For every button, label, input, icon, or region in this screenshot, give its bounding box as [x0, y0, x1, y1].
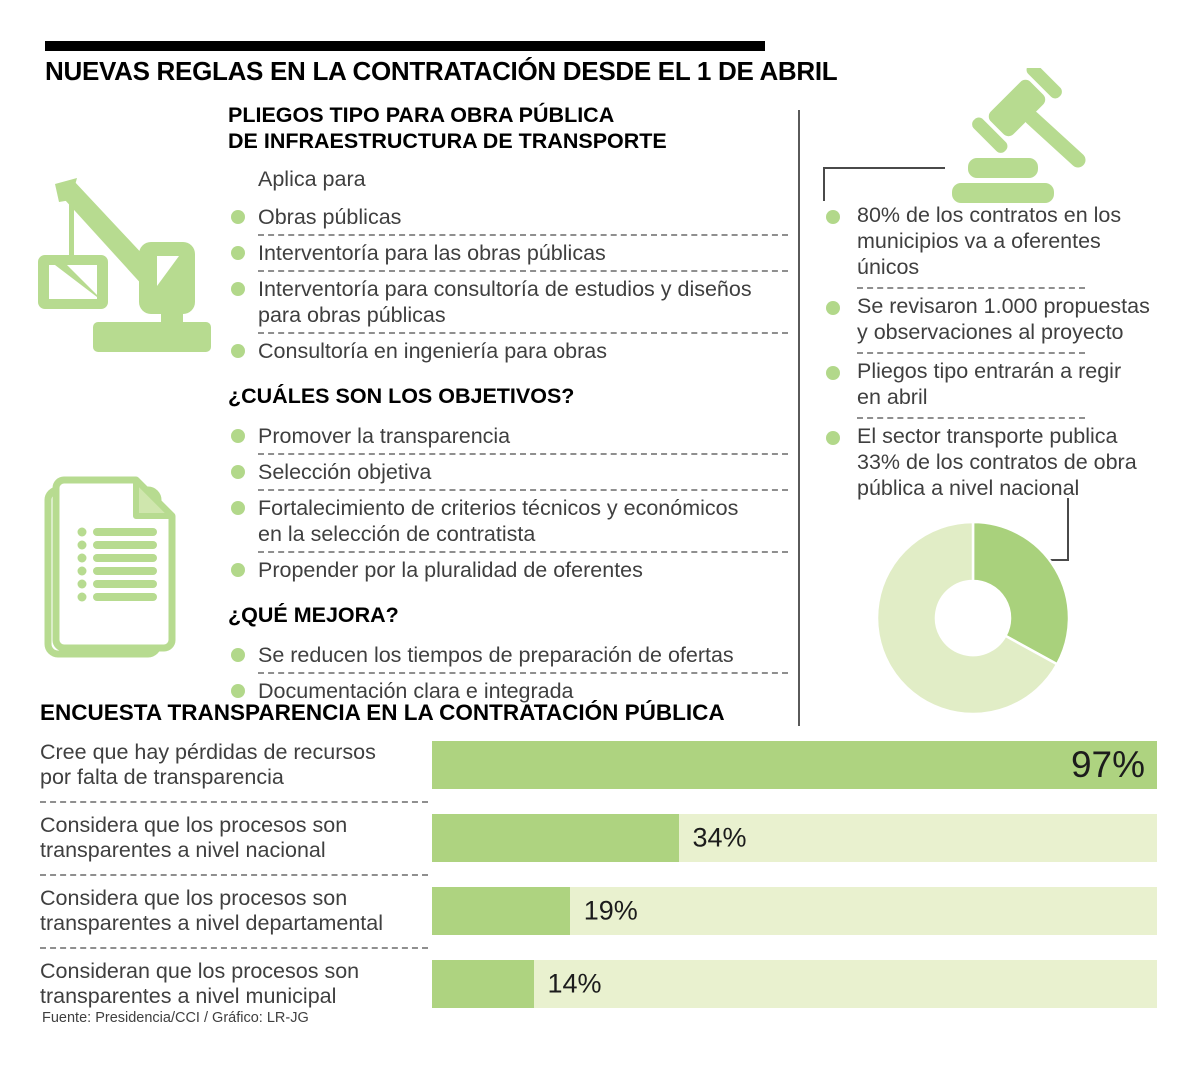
bullet-icon: [231, 210, 245, 224]
right-facts: 80% de los contratos en los municipios v…: [823, 198, 1155, 510]
bar-value-label: 19%: [583, 895, 638, 926]
improves-heading: ¿QUÉ MEJORA?: [228, 603, 399, 627]
connector-line: [823, 167, 945, 169]
bar-fill: [432, 887, 570, 935]
documents-icon: [38, 468, 200, 663]
bar-row: Considera que los procesos son transpare…: [40, 886, 1157, 949]
donut-slice: [875, 520, 1059, 716]
list-item: Promover la transparencia: [228, 419, 790, 455]
construction-crane-icon: [33, 170, 225, 362]
callout-line: [1067, 498, 1069, 561]
list-item: El sector transporte publica 33% de los …: [823, 419, 1155, 510]
connector-line: [823, 167, 825, 201]
bar-category-label: Consideran que los procesos son transpar…: [40, 959, 360, 1008]
gavel-icon: [940, 68, 1110, 210]
donut-slice: [971, 520, 1071, 666]
list-item: Fortalecimiento de criterios técnicos y …: [228, 491, 790, 553]
bar-track: 14%: [432, 960, 1157, 1008]
list-item: Pliegos tipo entrarán a regir en abril: [823, 354, 1155, 419]
bullet-icon: [231, 563, 245, 577]
bar-track: 34%: [432, 814, 1157, 862]
objectives-heading: ¿CUÁLES SON LOS OBJETIVOS?: [228, 384, 575, 408]
bar-fill: [432, 814, 679, 862]
bullet-icon: [231, 246, 245, 260]
apply-label: Aplica para: [258, 167, 366, 191]
bullet-icon: [231, 344, 245, 358]
bar-category-label: Considera que los procesos son transpare…: [40, 813, 348, 862]
bar-row: Cree que hay pérdidas de recursos por fa…: [40, 740, 1157, 803]
bar-row: Consideran que los procesos son transpar…: [40, 959, 1157, 1008]
list-item: Documentación clara e integrada: [228, 674, 790, 710]
bar-fill: [432, 741, 1157, 789]
left-lists: Aplica para Obras públicas Interventoría…: [228, 166, 790, 710]
column-divider: [798, 110, 800, 726]
page-title: NUEVAS REGLAS EN LA CONTRATACIÓN DESDE E…: [45, 56, 838, 86]
list-item: Obras públicas: [228, 200, 790, 236]
bullet-icon: [826, 431, 840, 445]
source-credit: Fuente: Presidencia/CCI / Gráfico: LR-JG: [42, 1010, 309, 1026]
bullet-icon: [826, 301, 840, 315]
bullet-icon: [826, 366, 840, 380]
list-item: Propender por la pluralidad de oferentes: [228, 553, 790, 589]
bar-track: 19%: [432, 887, 1157, 935]
bar-fill: [432, 960, 534, 1008]
bullet-icon: [231, 282, 245, 296]
list-item: Selección objetiva: [228, 455, 790, 491]
bar-category-label: Considera que los procesos son transpare…: [40, 886, 384, 935]
bullet-icon: [231, 501, 245, 515]
callout-line: [1044, 559, 1069, 561]
bullet-icon: [231, 684, 245, 698]
bar-chart-title: ENCUESTA TRANSPARENCIA EN LA CONTRATACIÓ…: [40, 700, 725, 725]
bar-category-label: Cree que hay pérdidas de recursos por fa…: [40, 740, 376, 789]
bullet-icon: [826, 210, 840, 224]
bar-chart: Cree que hay pérdidas de recursos por fa…: [40, 740, 1157, 1033]
bullet-icon: [231, 465, 245, 479]
bar-value-label: 97%: [1070, 744, 1145, 785]
title-accent-bar: [45, 41, 765, 51]
bullet-icon: [231, 429, 245, 443]
bullet-icon: [231, 648, 245, 662]
list-item: Se revisaron 1.000 propuestas y observac…: [823, 289, 1155, 354]
bar-row: Considera que los procesos son transpare…: [40, 813, 1157, 876]
bar-value-label: 34%: [692, 822, 747, 853]
left-section-heading: PLIEGOS TIPO PARA OBRA PÚBLICA DE INFRAE…: [228, 103, 667, 153]
list-item: Consultoría en ingeniería para obras: [228, 334, 790, 370]
list-item: Se reducen los tiempos de preparación de…: [228, 638, 790, 674]
list-item: Interventoría para consultoría de estudi…: [228, 272, 790, 334]
bar-value-label: 14%: [547, 968, 602, 999]
donut-chart: [873, 518, 1073, 718]
list-item: Interventoría para las obras públicas: [228, 236, 790, 272]
list-item: 80% de los contratos en los municipios v…: [823, 198, 1155, 289]
bar-track: 97%: [432, 741, 1157, 789]
